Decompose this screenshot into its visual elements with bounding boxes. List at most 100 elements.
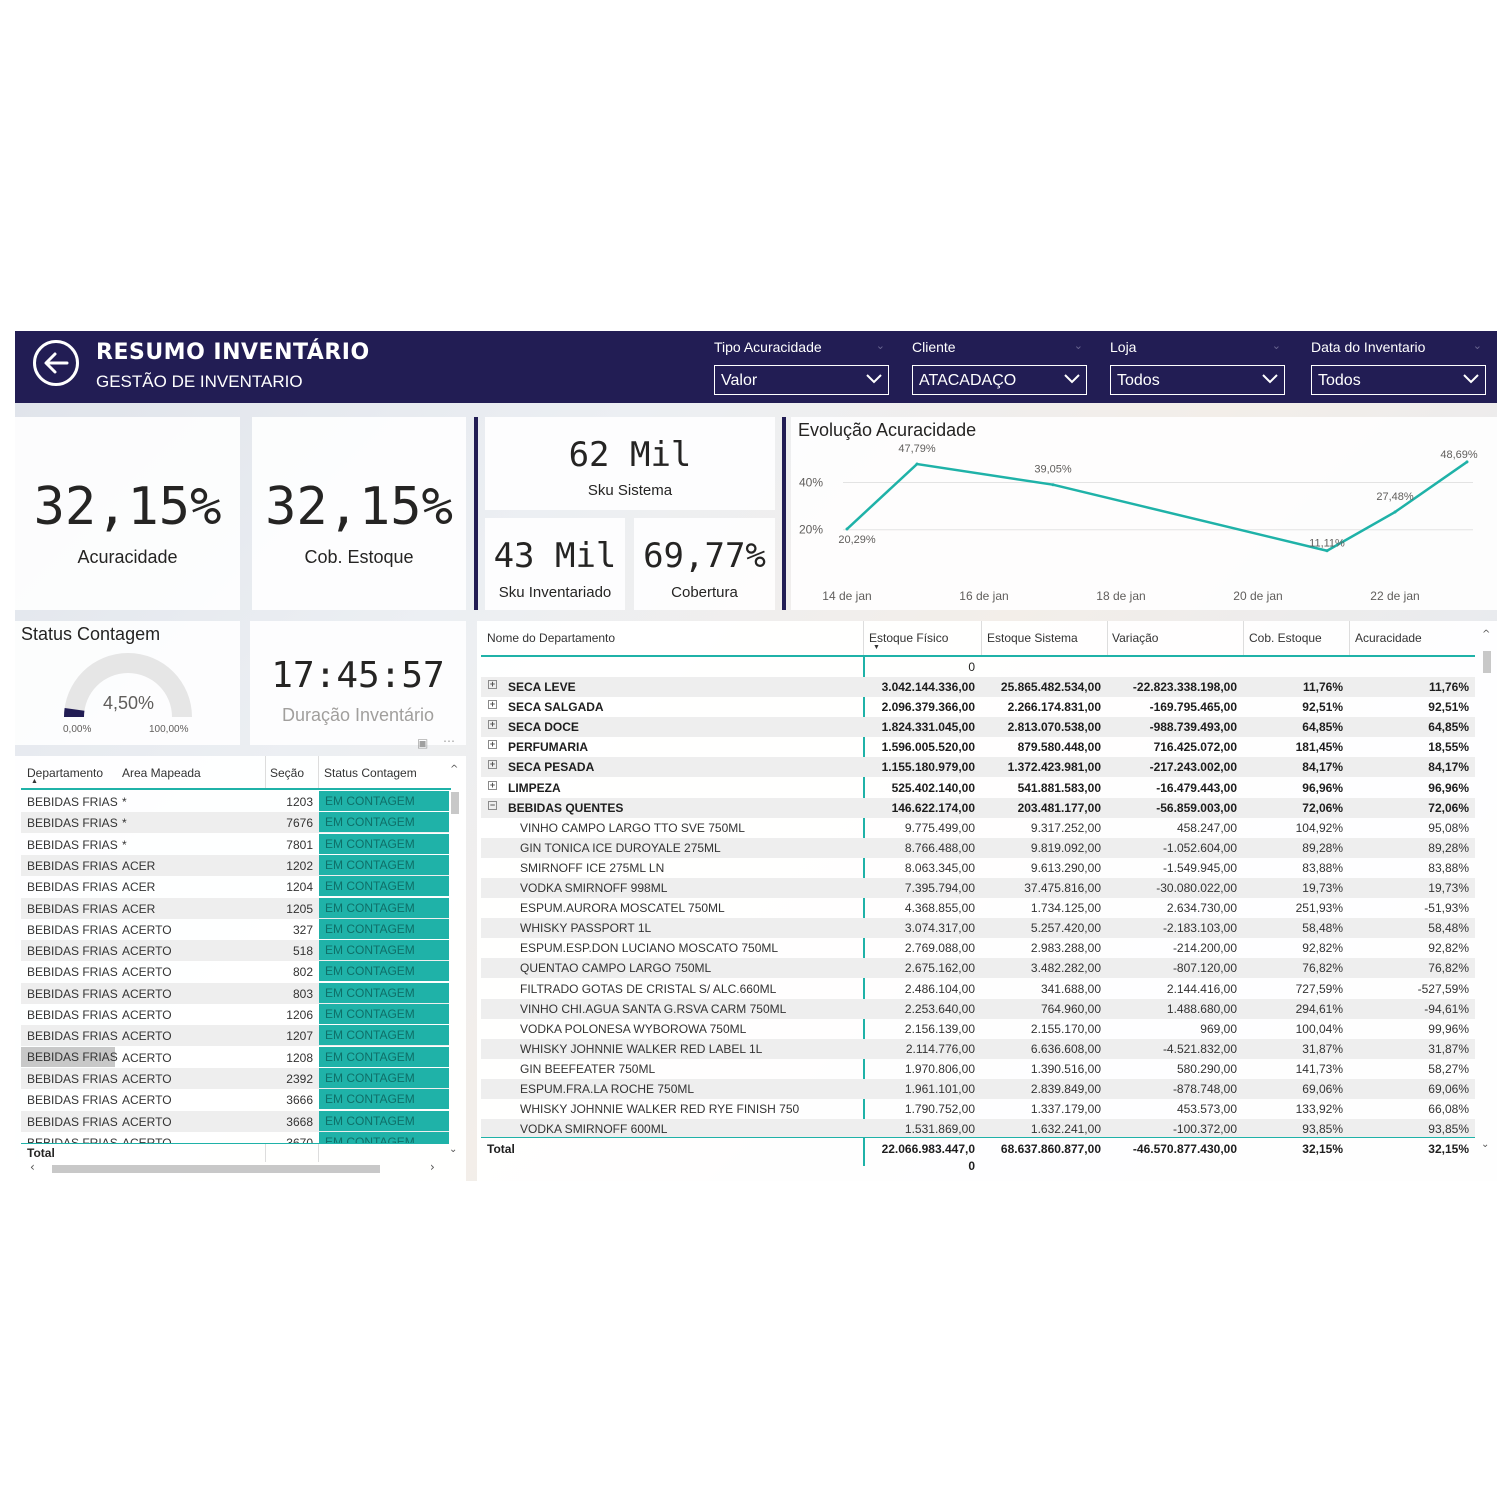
table-row[interactable]: BEBIDAS FRIAS ACERTO 327 EM CONTAGEM	[21, 918, 449, 940]
scroll-left-icon[interactable]: ‹	[30, 1160, 35, 1174]
department-row[interactable]: − BEBIDAS QUENTES 146.622.174,00 203.481.17…	[481, 797, 1475, 818]
table-row[interactable]: BEBIDAS FRIAS ACERTO 1207 EM CONTAGEM	[21, 1025, 449, 1047]
table-row[interactable]: BEBIDAS FRIAS * 7676 EM CONTAGEM	[21, 812, 449, 834]
cell-status-contagem: EM CONTAGEM	[319, 918, 449, 939]
table-row[interactable]: BEBIDAS FRIAS ACERTO 1206 EM CONTAGEM	[21, 1004, 449, 1025]
table-row[interactable]: BEBIDAS FRIAS ACERTO 2392 EM CONTAGEM	[21, 1067, 449, 1089]
table-row[interactable]: BEBIDAS FRIAS * 1203 EM CONTAGEM	[21, 791, 449, 812]
table-row[interactable]: BEBIDAS FRIAS ACERTO 3670 EM CONTAGEM	[21, 1131, 449, 1143]
scroll-down-icon[interactable]: ⌄	[1481, 1139, 1490, 1150]
slicer-loja: Loja ⌄ Todos	[1110, 339, 1285, 395]
vertical-scrollbar[interactable]: ^ ⌄	[449, 764, 461, 1159]
data-point[interactable]	[1051, 483, 1055, 487]
col-header[interactable]: Departamento	[27, 766, 104, 780]
collapse-chevron-icon[interactable]: ⌄	[1271, 340, 1281, 352]
scroll-right-icon[interactable]: ›	[430, 1160, 435, 1174]
col-header[interactable]: Cob. Estoque	[1249, 631, 1322, 645]
data-point[interactable]	[845, 527, 849, 531]
department-row[interactable]: + SECA PESADA 1.155.180.979,00 1.372.423.98…	[481, 757, 1475, 778]
collapse-icon[interactable]: −	[488, 799, 497, 810]
data-point[interactable]	[915, 462, 919, 466]
product-row[interactable]: QUENTAO CAMPO LARGO 750ML 2.675.162,00 3.4…	[481, 958, 1475, 979]
table-row[interactable]: BEBIDAS FRIAS ACERTO 803 EM CONTAGEM	[21, 982, 449, 1004]
scroll-thumb[interactable]	[1483, 651, 1491, 673]
expand-icon[interactable]: +	[488, 739, 497, 750]
collapse-chevron-icon[interactable]: ⌄	[875, 340, 885, 352]
product-row[interactable]: VINHO CHI.AGUA SANTA G.RSVA CARM 750ML 2.…	[481, 998, 1475, 1019]
sort-desc-icon[interactable]: ▼	[873, 644, 880, 651]
department-row[interactable]: + LIMPEZA 525.402.140,00 541.881.583,00 -16.…	[481, 778, 1475, 798]
col-header[interactable]: Acuracidade	[1355, 631, 1422, 645]
product-row[interactable]: GIN TONICA ICE DUROYALE 275ML 8.766.488,0…	[481, 837, 1475, 858]
sort-asc-icon[interactable]: ▲	[31, 778, 38, 785]
vertical-scrollbar[interactable]: ^ ⌄	[1481, 629, 1493, 1154]
back-button[interactable]	[33, 340, 79, 386]
gauge-fill[interactable]	[64, 707, 85, 717]
data-point[interactable]	[1465, 460, 1469, 464]
product-row[interactable]: VINHO CAMPO LARGO TTO SVE 750ML 9.775.499…	[481, 818, 1475, 838]
product-row[interactable]: WHISKY JOHNNIE WALKER RED LABEL 1L 2.114.…	[481, 1038, 1475, 1059]
product-row[interactable]: VODKA SMIRNOFF 600ML 1.531.869,00 1.632.24…	[481, 1119, 1475, 1137]
col-header[interactable]: Nome do Departamento	[487, 631, 616, 645]
product-row[interactable]: GIN BEEFEATER 750ML 1.970.806,00 1.390.516…	[481, 1059, 1475, 1079]
col-header[interactable]: Status Contagem	[324, 766, 417, 780]
slicer-dropdown[interactable]: ATACADAÇO	[912, 365, 1087, 395]
more-options-icon[interactable]: ⋯	[443, 734, 455, 748]
col-header[interactable]: Area Mapeada	[122, 766, 201, 780]
cell-estoque-fisico: 2.114.776,00	[905, 1041, 975, 1056]
table-row[interactable]: BEBIDAS FRIAS ACERTO 518 EM CONTAGEM	[21, 940, 449, 962]
scroll-down-icon[interactable]: ⌄	[449, 1144, 458, 1155]
department-row[interactable]: + PERFUMARIA 1.596.005.520,00 879.580.448,0…	[481, 737, 1475, 757]
cell-cob-estoque: 92,82%	[1302, 941, 1343, 956]
expand-icon[interactable]: +	[488, 719, 497, 730]
scroll-up-icon[interactable]: ^	[450, 764, 459, 775]
product-row[interactable]: WHISKY PASSPORT 1L 3.074.317,00 5.257.420,…	[481, 918, 1475, 939]
product-row[interactable]: VODKA SMIRNOFF 998ML 7.395.794,00 37.475.8…	[481, 878, 1475, 898]
product-row[interactable]: SMIRNOFF ICE 275ML LN 8.063.345,00 9.613.2…	[481, 858, 1475, 878]
product-row[interactable]: WHISKY JOHNNIE WALKER RED RYE FINISH 750…	[481, 1099, 1475, 1119]
data-point[interactable]	[1325, 549, 1329, 553]
scroll-up-icon[interactable]: ^	[1482, 629, 1491, 640]
table-row[interactable]: BEBIDAS FRIAS * 7801 EM CONTAGEM	[21, 833, 449, 855]
product-row[interactable]: FILTRADO GOTAS DE CRISTAL S/ ALC.660ML 2.…	[481, 979, 1475, 999]
product-row[interactable]: VODKA POLONESA WYBOROWA 750ML 2.156.139,0…	[481, 1019, 1475, 1039]
slicer-dropdown[interactable]: Todos	[1110, 365, 1285, 395]
slicer-dropdown[interactable]: Todos	[1311, 365, 1486, 395]
slicer-dropdown[interactable]: Valor	[714, 365, 889, 395]
product-row[interactable]: ESPUM.ESP.DON LUCIANO MOSCATO 750ML 2.769…	[481, 938, 1475, 958]
table-row[interactable]: BEBIDAS FRIAS ACER 1202 EM CONTAGEM	[21, 854, 449, 876]
expand-icon[interactable]: +	[488, 759, 497, 770]
col-header[interactable]: Estoque Físico	[869, 631, 949, 645]
cell-acuracidade: 31,87%	[1428, 1041, 1469, 1056]
collapse-chevron-icon[interactable]: ⌄	[1472, 340, 1482, 352]
cell-cob-estoque: 89,28%	[1302, 840, 1343, 855]
table-row[interactable]: BEBIDAS FRIAS ACERTO 1208 EM CONTAGEM	[21, 1046, 449, 1068]
table-row[interactable]: BEBIDAS FRIAS ACER 1204 EM CONTAGEM	[21, 876, 449, 897]
scroll-thumb[interactable]	[52, 1165, 380, 1173]
table-row[interactable]: BEBIDAS FRIAS ACERTO 3668 EM CONTAGEM	[21, 1110, 449, 1132]
col-header[interactable]: Seção	[270, 766, 305, 780]
product-row[interactable]: ESPUM.AURORA MOSCATEL 750ML 4.368.855,00 1…	[481, 898, 1475, 918]
expand-icon[interactable]: +	[488, 679, 497, 689]
department-row[interactable]: + SECA DOCE 1.824.331.045,00 2.813.070.538,…	[481, 717, 1475, 738]
cell-cob-estoque: 69,06%	[1302, 1082, 1343, 1096]
focus-mode-icon[interactable]: ▣	[417, 736, 429, 750]
col-header[interactable]: Estoque Sistema	[987, 631, 1078, 645]
card-value: 32,15%	[33, 477, 222, 537]
horizontal-scrollbar[interactable]: ‹ ›	[30, 1160, 442, 1175]
table-row[interactable]: BEBIDAS FRIAS ACER 1205 EM CONTAGEM	[21, 897, 449, 919]
expand-icon[interactable]: +	[488, 699, 497, 710]
collapse-chevron-icon[interactable]: ⌄	[1073, 340, 1083, 352]
table-row[interactable]: BEBIDAS FRIAS ACERTO 3666 EM CONTAGEM	[21, 1089, 449, 1110]
product-row[interactable]: ESPUM.FRA.LA ROCHE 750ML 1.961.101,00 2.83…	[481, 1079, 1475, 1099]
scroll-thumb[interactable]	[451, 792, 459, 814]
expand-icon[interactable]: +	[488, 779, 497, 790]
department-row[interactable]: + SECA LEVE 3.042.144.336,00 25.865.482.534…	[481, 677, 1475, 697]
department-row[interactable]: + SECA SALGADA 2.096.379.366,00 2.266.174.8…	[481, 697, 1475, 717]
col-header[interactable]: Variação	[1112, 631, 1159, 645]
cell-departamento: BEBIDAS FRIAS	[27, 965, 118, 980]
data-point[interactable]	[1393, 510, 1397, 514]
cell-cob-estoque: 727,59%	[1295, 981, 1343, 996]
cell-departamento: BEBIDAS FRIAS	[27, 837, 118, 852]
table-row[interactable]: BEBIDAS FRIAS ACERTO 802 EM CONTAGEM	[21, 961, 449, 982]
